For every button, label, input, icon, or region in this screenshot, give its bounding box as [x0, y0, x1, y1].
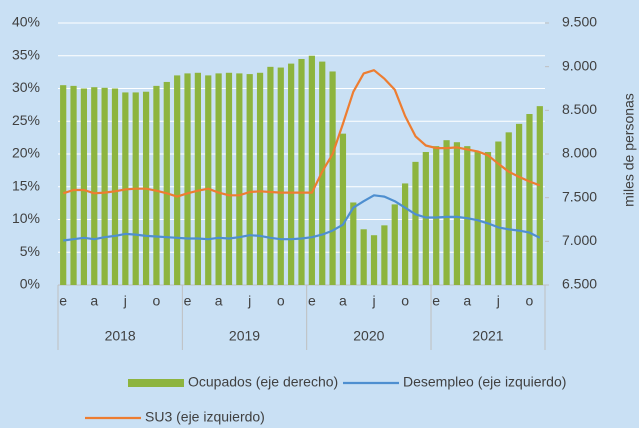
- bar: [215, 73, 222, 286]
- y2-tick-label: 6.500: [562, 276, 597, 292]
- bar: [370, 235, 378, 285]
- x-tick-label: o: [277, 293, 285, 309]
- bar: [101, 87, 108, 285]
- bar: [70, 85, 77, 285]
- x-tick-label: o: [401, 293, 409, 309]
- y-tick-label: 40%: [12, 14, 40, 30]
- line: [62, 69, 541, 198]
- y2-tick-label: 7.000: [562, 232, 597, 248]
- bar: [153, 85, 160, 285]
- bar: [505, 132, 512, 285]
- y2-tick-label: 7.500: [562, 188, 597, 204]
- x-tick-label: e: [308, 293, 316, 309]
- bar: [111, 88, 119, 285]
- bar: [308, 55, 315, 285]
- year-label: 2021: [472, 328, 503, 344]
- legend-label: SU3 (eje izquierdo): [145, 409, 265, 425]
- y2-tick-label: 8.500: [562, 101, 597, 117]
- bar: [298, 58, 305, 285]
- bar: [256, 72, 264, 285]
- bar: [381, 225, 388, 285]
- bar: [60, 85, 67, 285]
- line: [63, 194, 541, 242]
- y-tick-label: 35%: [12, 46, 40, 62]
- bar: [91, 87, 98, 285]
- x-tick-label: e: [432, 293, 440, 309]
- bar: [205, 75, 212, 286]
- bar: [526, 114, 533, 285]
- x-tick-label: j: [247, 293, 251, 309]
- x-tick-label: o: [153, 293, 161, 309]
- bar: [246, 74, 253, 285]
- x-tick-label: o: [526, 293, 534, 309]
- x-tick-label: e: [184, 293, 192, 309]
- x-tick-label: j: [123, 293, 127, 309]
- bar: [329, 71, 336, 285]
- bar: [350, 202, 357, 285]
- bar: [536, 106, 543, 286]
- bar: [80, 88, 88, 285]
- bar: [391, 204, 398, 285]
- bar: [443, 140, 450, 285]
- bar: [194, 72, 201, 285]
- x-tick-label: j: [496, 293, 500, 309]
- bar: [402, 183, 409, 285]
- y-tick-label: 30%: [12, 79, 40, 95]
- bar: [433, 146, 440, 285]
- year-label: 2019: [229, 328, 260, 344]
- y2-axis-title: miles de personas: [621, 93, 637, 207]
- bar: [484, 151, 492, 285]
- bar: [339, 133, 347, 285]
- bar: [515, 123, 523, 286]
- bar: [474, 151, 481, 285]
- x-tick-label: a: [463, 293, 471, 309]
- year-label: 2018: [105, 328, 136, 344]
- bar: [288, 63, 295, 285]
- bar: [174, 75, 181, 286]
- bar: [267, 66, 274, 285]
- x-tick-label: a: [90, 293, 98, 309]
- bar: [360, 229, 367, 285]
- bar: [495, 141, 502, 285]
- bar: [277, 67, 284, 285]
- bar: [464, 146, 471, 285]
- bar: [184, 73, 191, 286]
- y2-tick-label: 9.000: [562, 57, 597, 73]
- y-tick-label: 0%: [20, 276, 40, 292]
- y-tick-label: 15%: [12, 177, 40, 193]
- bar: [453, 142, 461, 285]
- y-tick-label: 25%: [12, 112, 40, 128]
- bar: [236, 73, 243, 286]
- x-tick-label: j: [371, 293, 375, 309]
- y2-tick-label: 8.000: [562, 145, 597, 161]
- y-tick-label: 5%: [20, 243, 40, 259]
- year-label: 2020: [353, 328, 384, 344]
- x-tick-label: e: [59, 293, 67, 309]
- x-tick-label: a: [215, 293, 223, 309]
- y-tick-label: 20%: [12, 145, 40, 161]
- legend-label: Desempleo (eje izquierdo): [403, 374, 566, 390]
- y2-tick-label: 9.500: [562, 14, 597, 30]
- x-tick-label: a: [339, 293, 347, 309]
- bar: [163, 81, 170, 285]
- bar: [412, 161, 419, 285]
- legend-swatch: [128, 379, 184, 387]
- bar: [225, 72, 233, 285]
- legend-label: Ocupados (eje derecho): [188, 374, 338, 390]
- y-tick-label: 10%: [12, 210, 40, 226]
